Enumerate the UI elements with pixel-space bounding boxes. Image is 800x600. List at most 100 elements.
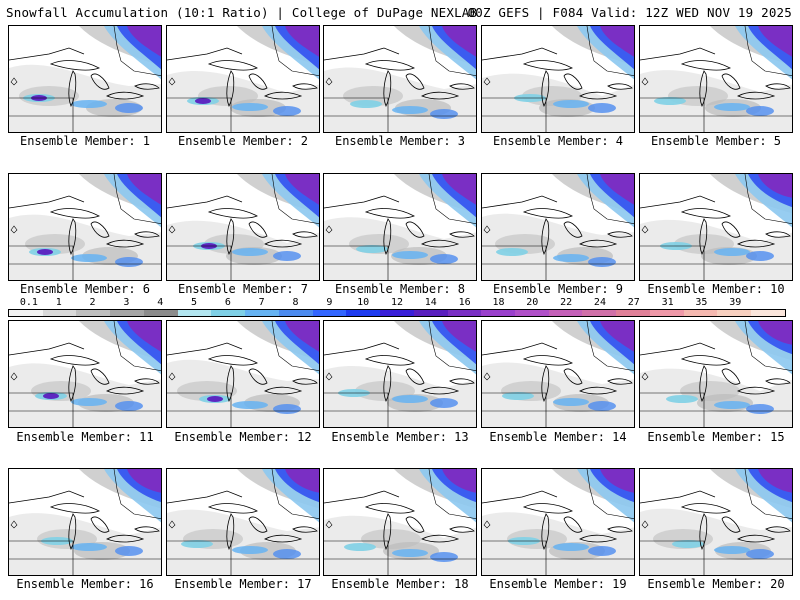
colorbar-swatch [9, 310, 43, 316]
snowfall-map [640, 26, 792, 132]
ensemble-map-panel [323, 173, 477, 281]
colorbar-swatch [447, 310, 482, 316]
ensemble-member-label: Ensemble Member: 9 [492, 282, 624, 296]
colorbar-swatch [211, 310, 246, 316]
colorbar-tick-label: 35 [695, 297, 708, 308]
ensemble-map-panel [639, 468, 793, 576]
run-info: 00Z GEFS | F084 Valid: 12Z WED NOV 19 20… [467, 5, 792, 20]
colorbar-swatch [515, 310, 549, 316]
ensemble-map-panel [8, 173, 162, 281]
ensemble-map-panel [166, 25, 320, 133]
snowfall-map [482, 469, 634, 575]
ensemble-member-label: Ensemble Member: 4 [492, 134, 624, 148]
colorbar-swatch [380, 310, 414, 316]
colorbar-swatch [649, 310, 684, 316]
snowfall-map [324, 469, 476, 575]
ensemble-member-label: Ensemble Member: 17 [174, 577, 312, 591]
colorbar-swatch [177, 310, 212, 316]
colorbar-tick-label: 6 [224, 297, 231, 308]
ensemble-member-label: Ensemble Member: 11 [16, 430, 154, 444]
colorbar-tick-label: 16 [458, 297, 471, 308]
ensemble-member-label: Ensemble Member: 14 [489, 430, 627, 444]
snowfall-map [9, 174, 161, 280]
colorbar-tick-label: 10 [357, 297, 370, 308]
snowfall-map [482, 321, 634, 427]
colorbar-tick-label: 24 [593, 297, 606, 308]
ensemble-map-panel [639, 320, 793, 428]
colorbar-tick-label: 1 [55, 297, 62, 308]
ensemble-member-label: Ensemble Member: 12 [174, 430, 312, 444]
ensemble-map-panel [639, 173, 793, 281]
colorbar-swatch [346, 310, 381, 316]
colorbar-tick-label: 39 [729, 297, 742, 308]
colorbar-tick-label: 7 [258, 297, 265, 308]
ensemble-map-panel [8, 25, 162, 133]
snowfall-map [482, 26, 634, 132]
ensemble-member-label: Ensemble Member: 1 [19, 134, 151, 148]
colorbar-swatch [110, 310, 144, 316]
ensemble-map-panel [166, 173, 320, 281]
snowfall-map [167, 321, 319, 427]
colorbar-tick-label: 8 [292, 297, 299, 308]
ensemble-map-panel [639, 25, 793, 133]
snowfall-map [640, 174, 792, 280]
colorbar-tick-label: 12 [390, 297, 404, 308]
ensemble-map-panel [323, 320, 477, 428]
snowfall-map [324, 26, 476, 132]
colorbar-swatch [683, 310, 718, 316]
ensemble-map-panel [8, 468, 162, 576]
colorbar-swatch [616, 310, 650, 316]
ensemble-map-panel [481, 468, 635, 576]
snowfall-map [167, 174, 319, 280]
ensemble-member-label: Ensemble Member: 2 [177, 134, 309, 148]
colorbar-boxes [8, 309, 786, 317]
ensemble-map-panel [481, 25, 635, 133]
colorbar-swatch [278, 310, 313, 316]
snowfall-map [167, 26, 319, 132]
colorbar-tick-label: 27 [627, 297, 640, 308]
colorbar-swatch [548, 310, 583, 316]
ensemble-map-panel [323, 468, 477, 576]
colorbar-swatch [751, 310, 785, 316]
ensemble-member-label: Ensemble Member: 18 [331, 577, 469, 591]
snowfall-colorbar: 0.1 1 2 3 4 5 6 7 8 9 10 12 14 16 18 20 22 24 27 31 35 39 [8, 297, 786, 321]
colorbar-swatch [413, 310, 448, 316]
colorbar-tick-label: 20 [526, 297, 539, 308]
ensemble-member-label: Ensemble Member: 6 [19, 282, 151, 296]
snowfall-map [640, 469, 792, 575]
ensemble-member-label: Ensemble Member: 13 [331, 430, 469, 444]
snowfall-map [324, 321, 476, 427]
snowfall-map [9, 26, 161, 132]
colorbar-tick-label: 2 [89, 297, 96, 308]
ensemble-map-panel [323, 25, 477, 133]
map-title: Snowfall Accumulation (10:1 Ratio) | Col… [6, 5, 478, 20]
colorbar-labels: 0.1 1 2 3 4 5 6 7 8 9 10 12 14 16 18 20 22 24 27 31 35 39 [8, 297, 786, 308]
snowfall-map [9, 321, 161, 427]
colorbar-tick-label: 3 [123, 297, 130, 308]
ensemble-member-label: Ensemble Member: 3 [334, 134, 466, 148]
ensemble-member-label: Ensemble Member: 8 [334, 282, 466, 296]
ensemble-map-panel [481, 320, 635, 428]
ensemble-map-panel [8, 320, 162, 428]
colorbar-tick-label: 4 [157, 297, 164, 308]
colorbar-tick-label: 5 [191, 297, 198, 308]
colorbar-swatch [245, 310, 279, 316]
snowfall-map [640, 321, 792, 427]
ensemble-member-label: Ensemble Member: 7 [177, 282, 309, 296]
ensemble-member-label: Ensemble Member: 19 [489, 577, 627, 591]
ensemble-member-label: Ensemble Member: 10 [647, 282, 785, 296]
colorbar-swatch [143, 310, 178, 316]
snowfall-map [324, 174, 476, 280]
snowfall-map [9, 469, 161, 575]
ensemble-map-panel [166, 320, 320, 428]
ensemble-member-label: Ensemble Member: 15 [647, 430, 785, 444]
colorbar-tick-label: 9 [326, 297, 333, 308]
colorbar-swatch [42, 310, 77, 316]
colorbar-tick-label: 0.1 [19, 297, 38, 308]
colorbar-tick-label: 18 [492, 297, 505, 308]
snowfall-map [167, 469, 319, 575]
ensemble-member-label: Ensemble Member: 20 [647, 577, 785, 591]
colorbar-swatch [76, 310, 111, 316]
colorbar-swatch [582, 310, 617, 316]
